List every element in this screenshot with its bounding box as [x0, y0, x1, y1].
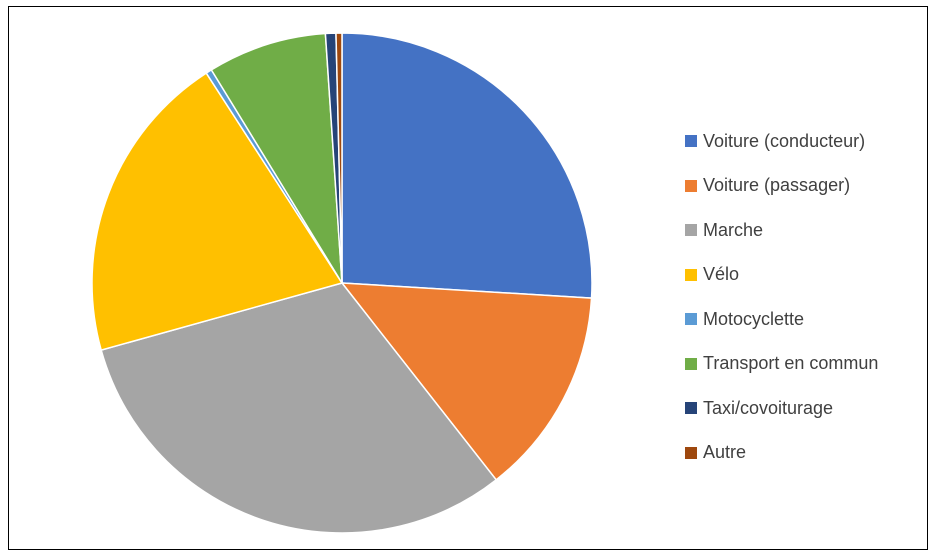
legend-item: Taxi/covoiturage: [685, 386, 878, 431]
legend-label: Motocyclette: [703, 308, 805, 329]
legend-label: Transport en commun: [703, 353, 879, 374]
legend-label: Taxi/covoiturage: [703, 397, 834, 418]
legend-swatch: [685, 224, 697, 237]
pie-slice-autre: [335, 32, 343, 284]
legend-swatch: [685, 135, 697, 148]
legend: Voiture (conducteur) Voiture (passager) Ma…: [685, 119, 878, 475]
legend-swatch: [685, 313, 697, 326]
legend-item: Autre: [685, 431, 878, 476]
legend-label: Marche: [703, 219, 764, 240]
pie-chart: [91, 32, 593, 534]
legend-swatch: [685, 357, 697, 370]
legend-item: Voiture (conducteur): [685, 119, 878, 164]
pie-slice-transport-en-commun: [210, 32, 343, 284]
legend-item: Transport en commun: [685, 342, 878, 387]
pie-slice-marche: [100, 282, 498, 534]
legend-item: Marche: [685, 208, 878, 253]
pie-slice-voiture-passager: [340, 282, 593, 481]
legend-swatch: [685, 179, 697, 192]
legend-swatch: [685, 268, 697, 281]
chart-area: Voiture (conducteur) Voiture (passager) Ma…: [8, 6, 928, 550]
pie-slice-v-lo: [91, 72, 344, 352]
legend-label: Autre: [703, 442, 747, 463]
legend-label: Vélo: [703, 264, 740, 285]
legend-label: Voiture (passager): [703, 175, 851, 196]
legend-item: Motocyclette: [685, 297, 878, 342]
legend-label: Voiture (conducteur): [703, 130, 866, 151]
legend-swatch: [685, 446, 697, 459]
pie-slice-voiture-conducteur: [341, 32, 593, 299]
legend-item: Vélo: [685, 253, 878, 298]
legend-item: Voiture (passager): [685, 164, 878, 209]
legend-swatch: [685, 402, 697, 415]
